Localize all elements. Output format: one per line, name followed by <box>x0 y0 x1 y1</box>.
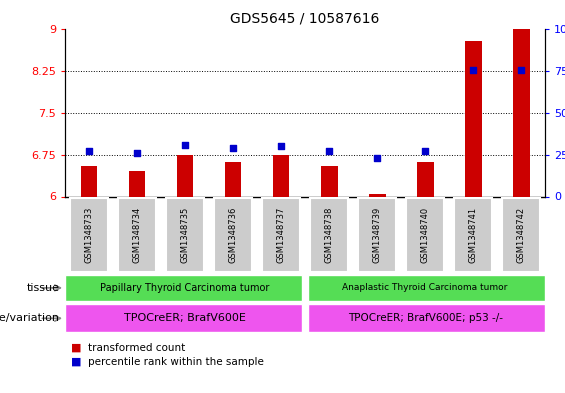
Bar <box>465 40 481 196</box>
Text: genotype/variation: genotype/variation <box>0 313 59 323</box>
Bar <box>406 198 445 272</box>
Text: GSM1348740: GSM1348740 <box>421 207 429 263</box>
Point <box>132 150 141 156</box>
Bar <box>502 198 541 272</box>
Text: GSM1348734: GSM1348734 <box>133 207 141 263</box>
Text: Anaplastic Thyroid Carcinoma tumor: Anaplastic Thyroid Carcinoma tumor <box>342 283 508 292</box>
Point <box>325 148 334 154</box>
Bar <box>369 194 385 196</box>
Point <box>228 145 238 151</box>
Point <box>421 148 430 154</box>
Point <box>85 148 94 154</box>
Bar <box>70 198 108 272</box>
Text: Papillary Thyroid Carcinoma tumor: Papillary Thyroid Carcinoma tumor <box>101 283 270 293</box>
Point <box>181 141 190 148</box>
Text: ■: ■ <box>71 343 81 353</box>
Bar <box>310 198 348 272</box>
Bar <box>166 198 205 272</box>
Point <box>373 155 382 161</box>
Bar <box>454 198 493 272</box>
Text: GSM1348737: GSM1348737 <box>277 207 285 263</box>
Text: GSM1348735: GSM1348735 <box>181 207 189 263</box>
Text: transformed count: transformed count <box>88 343 185 353</box>
Bar <box>262 198 301 272</box>
Text: TPOCreER; BrafV600E; p53 -/-: TPOCreER; BrafV600E; p53 -/- <box>347 313 503 323</box>
Bar <box>273 155 289 196</box>
Bar <box>177 155 193 196</box>
Bar <box>513 29 529 196</box>
Point <box>277 143 286 149</box>
Text: GSM1348741: GSM1348741 <box>469 207 477 263</box>
Text: GSM1348739: GSM1348739 <box>373 207 381 263</box>
Text: tissue: tissue <box>27 283 59 293</box>
Bar <box>308 304 545 332</box>
Bar <box>129 171 145 196</box>
Text: ■: ■ <box>71 356 81 367</box>
Bar <box>214 198 253 272</box>
Bar <box>358 198 397 272</box>
Bar <box>81 166 97 196</box>
Bar <box>308 275 545 301</box>
Bar <box>65 304 302 332</box>
Point <box>517 66 526 73</box>
Text: GSM1348738: GSM1348738 <box>325 207 333 263</box>
Bar <box>65 275 302 301</box>
Bar <box>118 198 156 272</box>
Bar <box>225 162 241 196</box>
Text: GSM1348733: GSM1348733 <box>85 207 93 263</box>
Title: GDS5645 / 10587616: GDS5645 / 10587616 <box>231 11 380 26</box>
Bar <box>321 166 337 196</box>
Text: TPOCreER; BrafV600E: TPOCreER; BrafV600E <box>124 313 246 323</box>
Text: GSM1348736: GSM1348736 <box>229 207 237 263</box>
Bar <box>417 162 433 196</box>
Text: GSM1348742: GSM1348742 <box>517 207 525 263</box>
Text: percentile rank within the sample: percentile rank within the sample <box>88 356 263 367</box>
Point <box>469 66 478 73</box>
